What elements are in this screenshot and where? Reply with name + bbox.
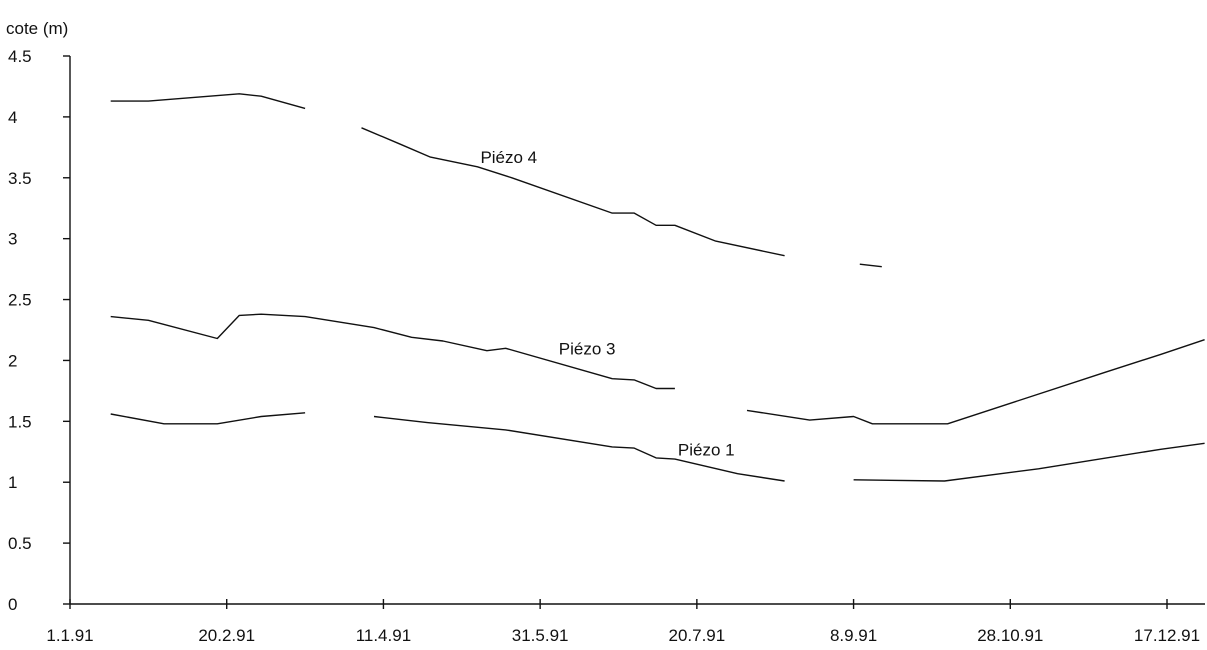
series-line-segment: [859, 263, 882, 268]
x-tick-label: 20.2.91: [198, 626, 255, 645]
y-tick-label: 0.5: [8, 534, 32, 553]
series-label: Piézo 3: [559, 339, 616, 358]
x-tick-label: 28.10.91: [977, 626, 1043, 645]
series-lines: [110, 93, 1205, 482]
y-tick-label: 1: [8, 473, 17, 492]
x-tick-label: 17.12.91: [1134, 626, 1200, 645]
series-line-segment: [853, 442, 1205, 482]
series-annotations: Piézo 4 Piézo 3 Piézo 1: [480, 148, 734, 459]
axes: [69, 56, 1205, 605]
series-pi-zo-1: [110, 412, 1205, 482]
y-tick-label: 4: [8, 108, 17, 127]
x-tick-label: 31.5.91: [512, 626, 569, 645]
x-ticks: 1.1.91 20.2.91 11.4.91 31.5.91 20.7.91 8.9.91…: [46, 599, 1200, 645]
x-tick-label: 8.9.91: [830, 626, 877, 645]
y-tick-label: 4.5: [8, 47, 32, 66]
y-tick-label: 3: [8, 230, 17, 249]
y-tick-label: 1.5: [8, 412, 32, 431]
series-line-segment: [746, 339, 1205, 425]
x-tick-label: 20.7.91: [668, 626, 725, 645]
y-tick-label: 2: [8, 351, 17, 370]
y-tick-label: 2.5: [8, 291, 32, 310]
series-line-segment: [361, 127, 785, 257]
series-pi-zo-4: [110, 93, 882, 268]
y-axis-label: cote (m): [6, 19, 68, 38]
series-label: Piézo 4: [480, 148, 537, 167]
y-ticks: 0 0.5 1 1.5 2 2.5 3 3.5 4 4.5: [8, 47, 70, 614]
series-line-segment: [110, 93, 306, 110]
x-tick-label: 11.4.91: [356, 626, 411, 645]
series-line-segment: [373, 415, 785, 482]
series-label: Piézo 1: [678, 440, 735, 459]
y-tick-label: 0: [8, 595, 17, 614]
series-pi-zo-3: [110, 313, 1205, 425]
series-line-segment: [110, 412, 306, 425]
x-tick-label: 1.1.91: [46, 626, 93, 645]
y-tick-label: 3.5: [8, 169, 32, 188]
series-line-segment: [110, 313, 675, 390]
